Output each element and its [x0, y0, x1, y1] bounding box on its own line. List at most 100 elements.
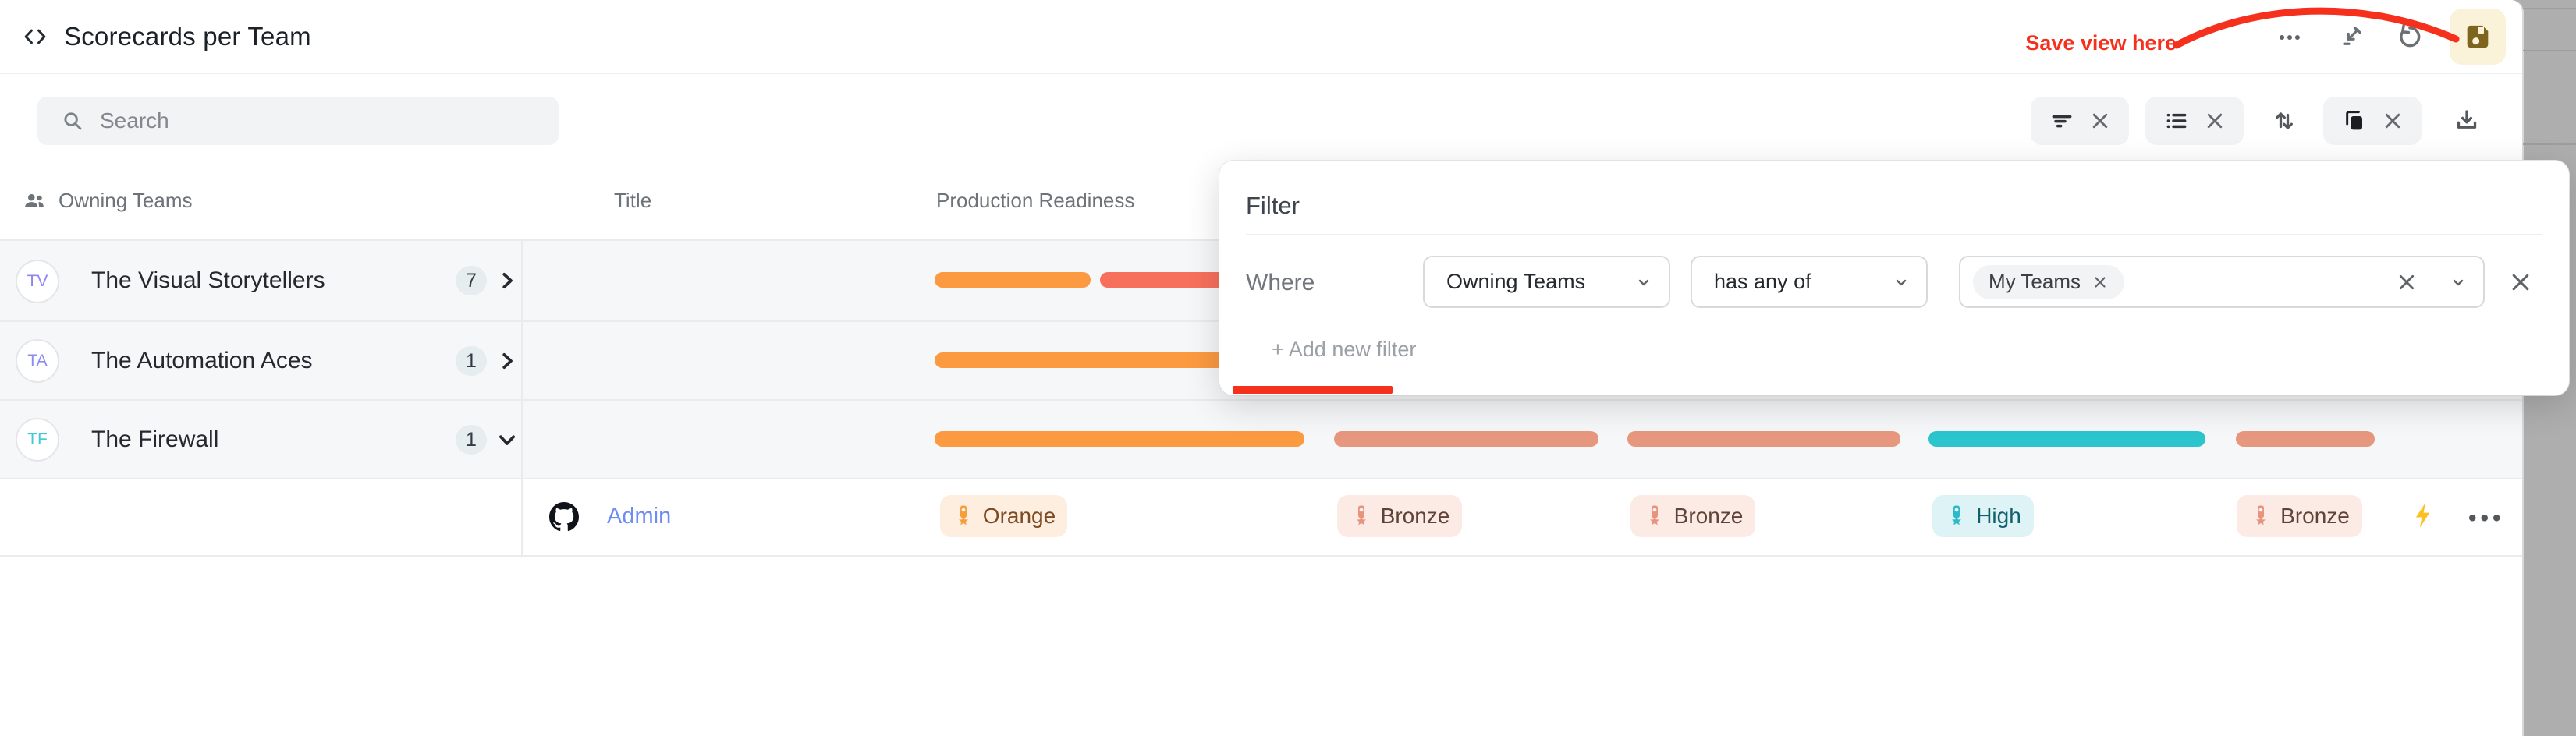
save-view-button[interactable] — [2450, 9, 2506, 65]
team-name: The Automation Aces — [91, 348, 313, 373]
more-options-button[interactable] — [2274, 22, 2305, 53]
filter-panel: Filter Where Owning Teams has any of My … — [1219, 161, 2569, 395]
avatar-initials: TA — [27, 352, 48, 370]
sort-icon — [2270, 107, 2298, 135]
columns-toggle-button[interactable] — [2323, 97, 2422, 145]
level-badge[interactable]: Orange — [940, 495, 1067, 537]
level-badge[interactable]: Bronze — [2237, 495, 2362, 537]
progress-bar-segment — [935, 430, 1304, 447]
level-badge-label: Bronze — [1380, 504, 1450, 528]
avatar: TV — [16, 260, 59, 303]
search-box — [37, 97, 559, 145]
add-new-filter-button[interactable]: + Add new filter — [1272, 338, 1417, 361]
filter-field-value: Owning Teams — [1446, 270, 1586, 293]
column-header-title[interactable]: Title — [614, 181, 651, 220]
progress-bar-segment — [2236, 430, 2375, 447]
right-strip-line — [2523, 143, 2576, 145]
chevron-down-icon — [1634, 273, 1653, 292]
filter-value-chip: My Teams — [1973, 264, 2124, 299]
search-input[interactable] — [98, 108, 538, 134]
level-badge-label: Bronze — [1673, 504, 1744, 528]
column-header-label: Title — [614, 188, 652, 212]
header-divider — [0, 73, 2522, 74]
level-badge-label: Orange — [982, 504, 1056, 528]
medal-icon — [1649, 505, 1659, 525]
chip-label: My Teams — [1989, 270, 2081, 293]
search-icon — [37, 109, 84, 133]
right-strip-line — [2523, 50, 2576, 51]
table-detail-row[interactable] — [0, 478, 2522, 557]
column-header-owning-teams[interactable]: Owning Teams — [23, 181, 193, 220]
chevron-down-icon — [1892, 273, 1911, 292]
group-toggle-button[interactable] — [2145, 97, 2244, 145]
progress-bar-segment — [1627, 430, 1900, 447]
level-badge-label: Bronze — [2280, 504, 2350, 528]
collapse-button[interactable] — [2336, 22, 2367, 53]
code-icon — [22, 23, 48, 50]
pinned-column-divider — [521, 239, 523, 557]
medal-icon — [1952, 505, 1962, 525]
chevron-right-icon[interactable] — [491, 265, 523, 296]
download-icon — [2453, 107, 2481, 135]
chevron-down-icon[interactable] — [491, 424, 523, 455]
filter-value-input[interactable]: My Teams — [1959, 256, 2485, 308]
count-badge: 7 — [456, 266, 487, 295]
chevron-down-icon — [2449, 273, 2468, 292]
row-menu-button[interactable]: ••• — [2468, 505, 2505, 531]
column-header-production-readiness[interactable]: Production Readiness — [936, 181, 1134, 220]
count-badge: 1 — [456, 425, 487, 455]
ellipsis-icon — [2276, 24, 2303, 51]
column-header-label: Owning Teams — [59, 188, 193, 212]
annotation-arrow — [2173, 7, 2460, 49]
chip-remove-icon[interactable] — [2092, 274, 2109, 291]
clear-filter-icon[interactable] — [2090, 111, 2110, 131]
filter-panel-title: Filter — [1246, 192, 1300, 219]
team-name: The Visual Storytellers — [91, 267, 325, 293]
clear-columns-icon[interactable] — [2383, 111, 2403, 131]
progress-bar-segment — [935, 272, 1091, 288]
page-title: Scorecards per Team — [64, 22, 311, 51]
service-link[interactable]: Admin — [607, 504, 672, 529]
save-icon — [2462, 21, 2493, 52]
filter-operator-select[interactable]: has any of — [1691, 256, 1928, 308]
remove-filter-row-button[interactable] — [2508, 270, 2533, 295]
github-icon — [549, 502, 579, 532]
download-button[interactable] — [2443, 97, 2491, 145]
medal-icon — [1356, 505, 1366, 525]
progress-bar-segment — [1928, 430, 2205, 447]
filter-field-select[interactable]: Owning Teams — [1423, 256, 1670, 308]
team-name: The Firewall — [91, 426, 219, 452]
reset-view-button[interactable] — [2393, 22, 2425, 53]
list-icon — [2164, 108, 2189, 133]
avatar-initials: TF — [27, 430, 48, 448]
chevron-right-icon[interactable] — [491, 345, 523, 377]
filter-panel-divider — [1246, 234, 2542, 235]
right-strip-line — [2523, 8, 2576, 9]
level-badge[interactable]: Bronze — [1337, 495, 1462, 537]
avatar-initials: TV — [27, 272, 48, 290]
undo-icon — [2394, 23, 2424, 52]
level-badge[interactable]: Bronze — [1630, 495, 1755, 537]
teams-icon — [23, 189, 46, 212]
save-view-annotation: Save view here — [2025, 31, 2177, 55]
level-badge-label: High — [1976, 504, 2021, 528]
medal-icon — [2256, 505, 2266, 525]
clear-values-icon[interactable] — [2396, 271, 2418, 293]
filter-icon — [2049, 108, 2074, 133]
sort-button[interactable] — [2260, 97, 2308, 145]
lightning-icon[interactable] — [2409, 501, 2439, 530]
where-label: Where — [1246, 270, 1315, 295]
progress-bar-segment — [1334, 430, 1598, 447]
avatar: TF — [16, 418, 59, 462]
annotation-underline — [1233, 386, 1393, 394]
filter-toggle-button[interactable] — [2031, 97, 2129, 145]
copy-columns-icon — [2342, 108, 2367, 133]
avatar: TA — [16, 339, 59, 383]
clear-group-icon[interactable] — [2205, 111, 2225, 131]
filter-operator-value: has any of — [1714, 270, 1811, 293]
medal-icon — [958, 505, 968, 525]
count-badge: 1 — [456, 346, 487, 376]
level-badge[interactable]: High — [1932, 495, 2034, 537]
collapse-icon — [2337, 23, 2365, 51]
column-header-label: Production Readiness — [936, 188, 1135, 212]
